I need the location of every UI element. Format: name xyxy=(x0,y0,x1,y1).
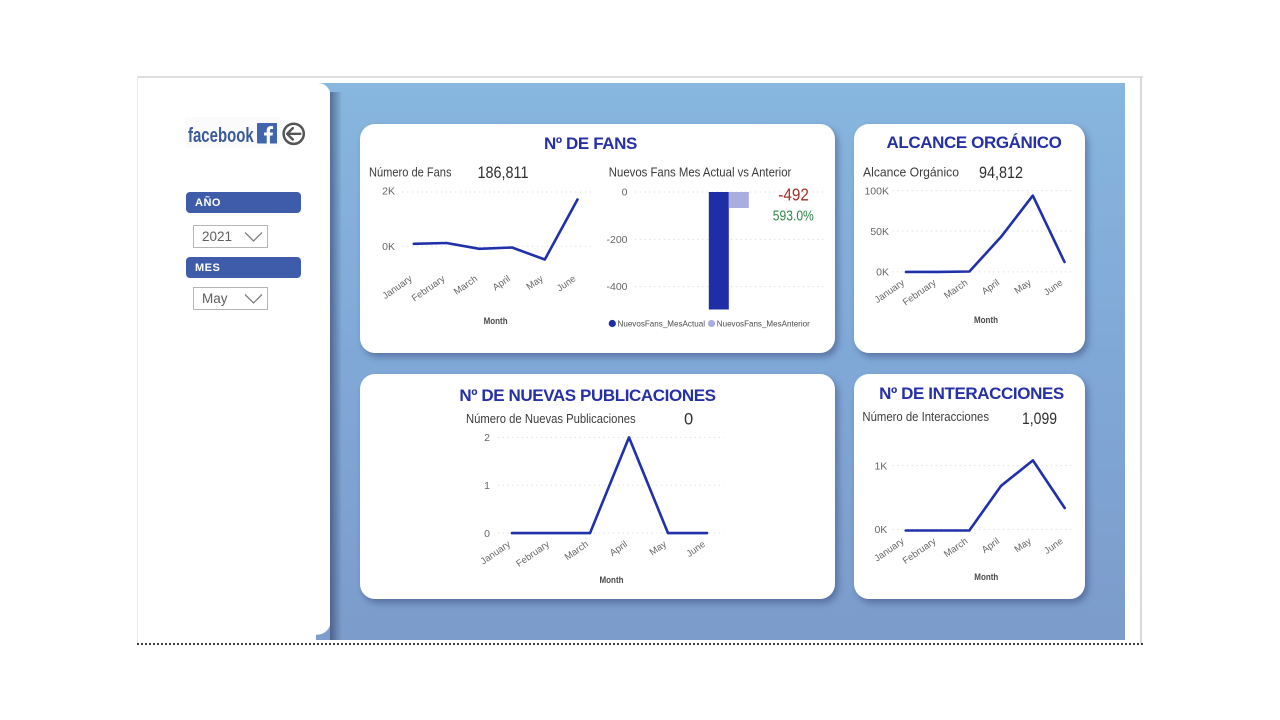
svg-text:1: 1 xyxy=(484,480,490,492)
svg-text:-400: -400 xyxy=(606,281,627,293)
svg-text:0K: 0K xyxy=(874,524,887,536)
svg-text:0: 0 xyxy=(622,187,628,199)
svg-text:Número de Nuevas Publicaciones: Número de Nuevas Publicaciones xyxy=(466,412,636,426)
svg-text:May: May xyxy=(648,539,669,558)
svg-text:March: March xyxy=(563,539,591,563)
svg-text:-200: -200 xyxy=(606,234,627,246)
svg-text:January: January xyxy=(381,273,415,302)
svg-text:March: March xyxy=(942,536,970,560)
svg-text:May: May xyxy=(1013,277,1034,296)
svg-text:-492: -492 xyxy=(778,185,809,205)
svg-text:2K: 2K xyxy=(382,186,395,198)
svg-text:Alcance Orgánico: Alcance Orgánico xyxy=(863,166,959,180)
svg-text:Month: Month xyxy=(974,572,998,583)
svg-text:April: April xyxy=(608,539,630,559)
svg-text:593.0%: 593.0% xyxy=(773,209,814,225)
svg-text:100K: 100K xyxy=(864,185,889,197)
svg-text:April: April xyxy=(980,536,1002,556)
svg-text:June: June xyxy=(1042,536,1065,557)
svg-text:186,811: 186,811 xyxy=(478,164,529,182)
svg-text:March: March xyxy=(452,273,480,297)
svg-text:June: June xyxy=(685,539,708,560)
svg-text:0: 0 xyxy=(684,411,693,429)
svg-text:May: May xyxy=(1013,536,1034,555)
svg-text:Month: Month xyxy=(600,575,624,586)
svg-text:NuevosFans_MesActual: NuevosFans_MesActual xyxy=(618,319,706,329)
svg-text:1,099: 1,099 xyxy=(1022,410,1057,428)
svg-text:June: June xyxy=(555,273,578,294)
svg-text:0K: 0K xyxy=(876,267,889,279)
svg-text:April: April xyxy=(491,273,513,293)
svg-text:2: 2 xyxy=(484,432,490,444)
svg-text:50K: 50K xyxy=(870,226,889,238)
svg-text:1K: 1K xyxy=(874,460,887,472)
svg-text:February: February xyxy=(410,273,448,304)
svg-text:May: May xyxy=(525,273,546,292)
svg-text:NuevosFans_MesAnterior: NuevosFans_MesAnterior xyxy=(717,319,810,329)
svg-text:June: June xyxy=(1042,277,1065,298)
svg-text:Month: Month xyxy=(484,316,508,327)
svg-text:94,812: 94,812 xyxy=(979,164,1023,182)
svg-text:January: January xyxy=(479,539,513,568)
svg-text:February: February xyxy=(901,536,939,567)
svg-text:April: April xyxy=(980,277,1002,297)
svg-text:0: 0 xyxy=(484,528,490,540)
svg-text:February: February xyxy=(901,277,939,308)
svg-text:Número de Fans: Número de Fans xyxy=(369,166,452,180)
svg-text:Nuevos Fans Mes Actual vs Ante: Nuevos Fans Mes Actual vs Anterior xyxy=(609,166,792,180)
svg-text:0K: 0K xyxy=(382,241,395,253)
svg-text:Número de Interacciones: Número de Interacciones xyxy=(862,410,989,424)
svg-text:Month: Month xyxy=(974,315,998,326)
svg-text:March: March xyxy=(942,277,970,301)
svg-text:February: February xyxy=(514,539,552,570)
